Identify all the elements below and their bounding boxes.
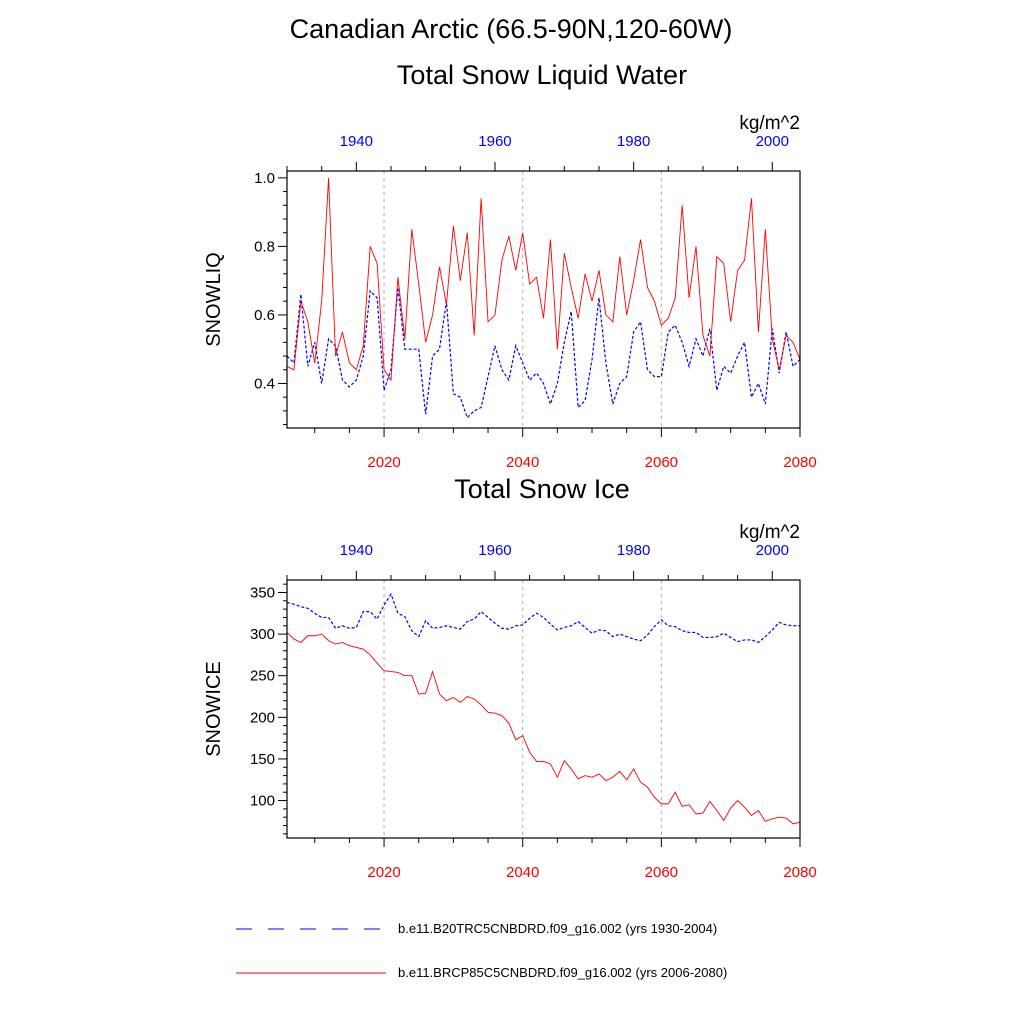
x-bottom-tick-label: 2020 (367, 454, 400, 471)
legend-label-historical: b.e11.B20TRC5CNBDRD.f09_g16.002 (yrs 193… (398, 921, 717, 936)
plot-frame (286, 170, 801, 429)
x-top-tick-label: 2000 (756, 542, 789, 559)
x-top-tick-label: 1940 (340, 133, 373, 150)
y-tick-label: 0.6 (254, 307, 275, 324)
figure-title: Canadian Arctic (66.5-90N,120-60W) (289, 14, 733, 44)
x-bottom-tick-label: 2080 (783, 864, 816, 881)
snowice-panel: 100 150 200 250 300 350 2020 2040 2060 2080 1940 19… (203, 522, 817, 881)
x-top-tick-label: 1960 (478, 133, 511, 150)
legend-label-future: b.e11.BRCP85C5CNBDRD.f09_g16.002 (yrs 20… (398, 965, 727, 980)
future-series-line (286, 632, 801, 825)
x-bottom-tick-label: 2040 (506, 864, 539, 881)
x-top-tick-label: 1980 (617, 133, 650, 150)
panel2-title: Total Snow Ice (454, 474, 630, 504)
panel1-title: Total Snow Liquid Water (396, 60, 688, 90)
historical-series-line (286, 592, 800, 644)
x-top-tick-label: 2000 (756, 133, 789, 150)
units-label: kg/m^2 (739, 522, 800, 543)
plot-frame (286, 579, 801, 839)
y-axis-label: SNOWLIQ (203, 252, 225, 346)
x-top-tick-label: 1980 (617, 542, 650, 559)
y-tick-label: 0.4 (254, 375, 275, 392)
x-bottom-tick-label: 2060 (645, 454, 678, 471)
y-tick-label: 100 (250, 793, 275, 810)
future-series-line (286, 177, 801, 382)
historical-series-line (286, 287, 801, 419)
y-tick-label: 300 (250, 626, 275, 643)
snowliq-panel: 0.4 0.6 0.8 1.0 2020 2040 2060 2080 1940 1960 1980… (203, 113, 817, 471)
y-tick-label: 200 (250, 709, 275, 726)
x-bottom-tick-label: 2080 (783, 454, 816, 471)
x-bottom-tick-label: 2040 (506, 454, 539, 471)
y-tick-label: 1.0 (254, 170, 275, 187)
legend: b.e11.B20TRC5CNBDRD.f09_g16.002 (yrs 193… (236, 921, 727, 980)
y-tick-label: 0.8 (254, 238, 275, 255)
x-top-tick-label: 1960 (478, 542, 511, 559)
y-tick-label: 250 (250, 668, 275, 685)
x-top-tick-label: 1940 (340, 542, 373, 559)
x-bottom-tick-label: 2060 (645, 864, 678, 881)
y-axis-label: SNOWICE (203, 661, 225, 757)
units-label: kg/m^2 (739, 113, 800, 134)
y-tick-label: 350 (250, 584, 275, 601)
x-bottom-tick-label: 2020 (367, 864, 400, 881)
y-tick-label: 150 (250, 751, 275, 768)
